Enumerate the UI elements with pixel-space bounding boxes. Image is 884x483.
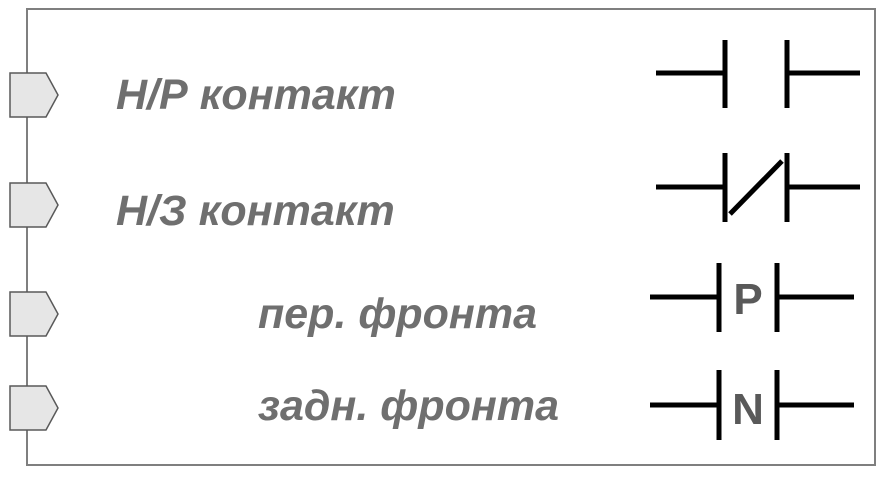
falling-edge-contact-symbol: N	[650, 370, 854, 440]
nc-contact-symbol	[656, 153, 860, 222]
input-pin-3[interactable]	[9, 291, 59, 337]
nc-contact-label: Н/З контакт	[116, 187, 395, 235]
no-contact-symbol	[656, 40, 860, 108]
rising-edge-letter: P	[733, 275, 762, 324]
falling-edge-letter: N	[732, 385, 764, 434]
input-pin-1[interactable]	[9, 72, 59, 118]
falling-edge-label: задн. фронта	[258, 382, 559, 430]
rising-edge-label: пер. фронта	[258, 290, 538, 338]
function-block-frame	[26, 8, 876, 466]
input-pin-2[interactable]	[9, 182, 59, 228]
no-contact-label: Н/Р контакт	[116, 71, 396, 119]
input-pin-4[interactable]	[9, 385, 59, 431]
rising-edge-contact-symbol: P	[650, 263, 854, 332]
